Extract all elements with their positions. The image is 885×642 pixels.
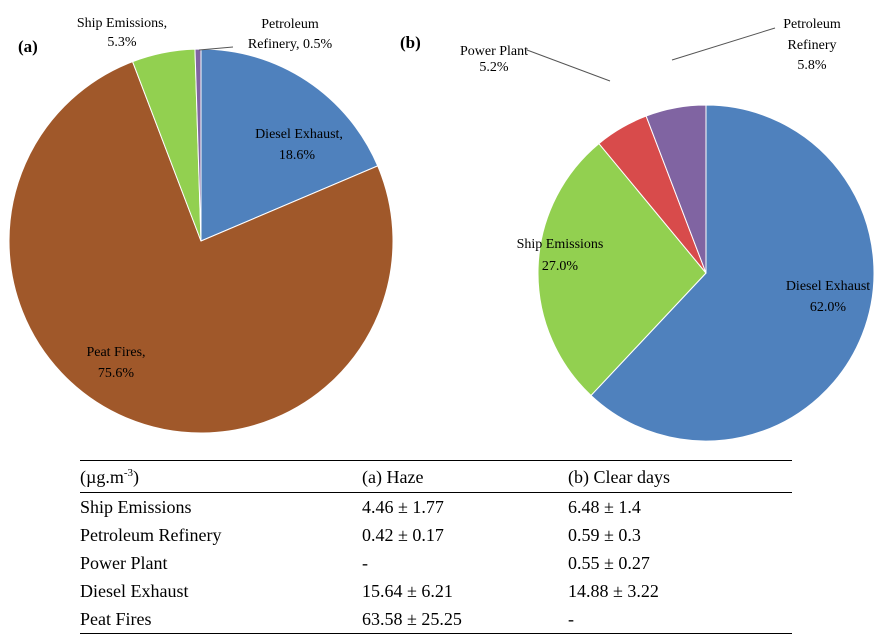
panel-label-a: (a) [18, 37, 38, 56]
source-cell: Power Plant [80, 552, 168, 573]
clear-cell: 14.88 ± 3.22 [568, 580, 659, 601]
slice-label-diesel-exhaust-1: 62.0% [810, 300, 847, 315]
unit-superscript: -3 [123, 466, 134, 479]
clear-cell: 0.59 ± 0.3 [568, 524, 641, 545]
pie-charts: (a) Diesel Exhaust, 18.6% Peat Fires, 75.6%… [8, 16, 875, 442]
source-cell: Peat Fires [80, 605, 362, 634]
clear-cell: 6.48 ± 1.4 [568, 496, 641, 517]
slice-label-petroleum-refinery-2: 5.8% [797, 58, 827, 73]
source-contribution-table: (µg.m-3) (a) Haze (b) Clear days Ship Em… [80, 460, 792, 634]
slice-label-peat-fires-0: Peat Fires, [86, 345, 145, 360]
panel-label-b: (b) [400, 33, 421, 52]
table-header-row: (µg.m-3) (a) Haze (b) Clear days [80, 460, 792, 493]
leader-line-petroleum-refinery [198, 46, 234, 51]
unit-header: (µg.m-3) [80, 460, 362, 493]
haze-cell: 63.58 ± 25.25 [362, 605, 568, 634]
table-row: Petroleum Refinery 0.42 ± 0.17 0.59 ± 0.… [80, 521, 792, 549]
pie-chart-a: (a) Diesel Exhaust, 18.6% Peat Fires, 75.6%… [8, 16, 394, 434]
pie-slice-ship-emissions [537, 142, 707, 397]
slice-label-petroleum-refinery-0: Petroleum [783, 17, 841, 32]
pie-slice-petroleum-refinery [194, 48, 202, 242]
haze-column-header: (a) Haze [362, 460, 568, 493]
clear-cell: 0.55 ± 0.27 [568, 552, 650, 573]
slice-label-petroleum-refinery-1: Refinery, 0.5% [248, 37, 333, 52]
unit-suffix: ) [133, 466, 140, 487]
slice-label-petroleum-refinery-1: Refinery [788, 38, 837, 53]
haze-cell: - [362, 552, 368, 573]
haze-cell: 15.64 ± 6.21 [362, 580, 453, 601]
leader-line-power-plant [526, 49, 611, 82]
emissions-table-area: (µg.m-3) (a) Haze (b) Clear days Ship Em… [80, 460, 792, 634]
slice-label-ship-emissions-1: 5.3% [107, 35, 137, 50]
source-cell: Petroleum Refinery [80, 524, 222, 545]
pie-slice-peat-fires [8, 60, 394, 434]
pie-chart-b: (b) Diesel Exhaust 62.0% Ship Emissions 27.… [400, 17, 875, 442]
table-row: Ship Emissions 4.46 ± 1.77 6.48 ± 1.4 [80, 493, 792, 522]
slice-label-power-plant-1: 5.2% [479, 60, 509, 75]
leader-line-petroleum-refinery [671, 27, 776, 61]
pie-slice-petroleum-refinery [645, 104, 707, 274]
slice-label-power-plant-0: Power Plant [460, 44, 528, 59]
slice-label-diesel-exhaust-0: Diesel Exhaust [786, 279, 870, 294]
table-row: Diesel Exhaust 15.64 ± 6.21 14.88 ± 3.22 [80, 577, 792, 605]
clear-cell: - [568, 605, 792, 634]
slice-label-ship-emissions-0: Ship Emissions [517, 237, 604, 252]
unit-prefix: (µg.m [80, 466, 124, 487]
pie-slice-diesel-exhaust [200, 48, 379, 242]
slice-label-ship-emissions-0: Ship Emissions, [77, 16, 167, 31]
table-row: Peat Fires 63.58 ± 25.25 - [80, 605, 792, 634]
slice-label-diesel-exhaust-1: 18.6% [279, 148, 316, 163]
slice-label-ship-emissions-1: 27.0% [542, 259, 579, 274]
clear-days-column-header: (b) Clear days [568, 460, 792, 493]
table-row: Power Plant - 0.55 ± 0.27 [80, 549, 792, 577]
haze-cell: 4.46 ± 1.77 [362, 496, 444, 517]
slice-label-peat-fires-1: 75.6% [98, 366, 135, 381]
haze-cell: 0.42 ± 0.17 [362, 524, 444, 545]
source-cell: Diesel Exhaust [80, 580, 189, 601]
slice-label-petroleum-refinery-0: Petroleum [261, 17, 319, 32]
pie-slice-diesel-exhaust [590, 104, 875, 442]
slice-label-diesel-exhaust-0: Diesel Exhaust, [255, 127, 343, 142]
source-cell: Ship Emissions [80, 496, 192, 517]
